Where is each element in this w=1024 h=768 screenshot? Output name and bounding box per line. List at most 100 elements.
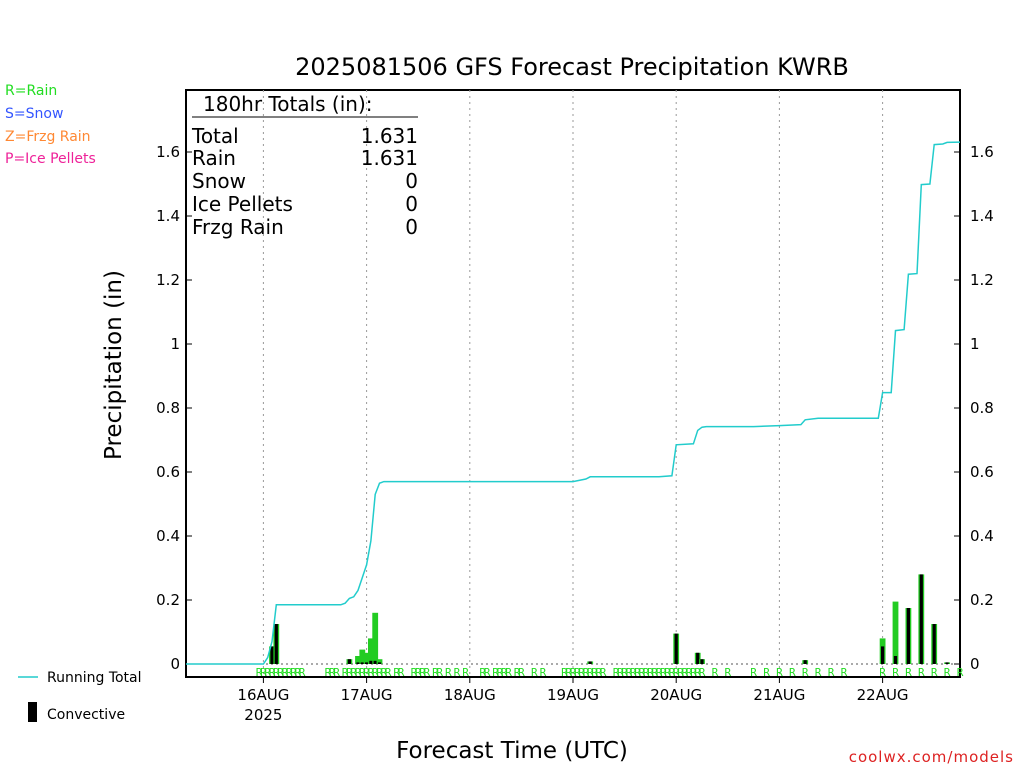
rain-marker: R: [277, 666, 284, 679]
rain-marker: R: [673, 666, 680, 679]
x-tick-label: 21AUG: [753, 686, 805, 704]
y-tick-label-right: 1.6: [970, 143, 994, 161]
precip-bars: [269, 574, 951, 664]
rain-marker: R: [638, 666, 645, 679]
rain-marker: R: [617, 666, 624, 679]
precip-bar: [363, 652, 370, 664]
rain-marker: R: [368, 666, 375, 679]
rain-marker: R: [501, 666, 508, 679]
totals-row-snow-value: 0: [405, 169, 418, 193]
y-tick-label-right: 1.2: [970, 271, 994, 289]
convective-bar: [945, 662, 949, 664]
rain-marker: R: [647, 666, 654, 679]
rain-marker: R: [411, 666, 418, 679]
rain-marker: R: [578, 666, 585, 679]
rain-marker: R: [944, 666, 951, 679]
convective-bar: [270, 646, 274, 664]
rain-marker: R: [574, 666, 581, 679]
series-legend: Running Total Convective: [18, 670, 142, 723]
rain-marker: R: [355, 666, 362, 679]
x-tick-label: 19AUG: [547, 686, 599, 704]
y-tick-label-right: 1.4: [970, 207, 994, 225]
rain-marker: R: [643, 666, 650, 679]
convective-bar: [674, 633, 678, 664]
rain-marker: R: [505, 666, 512, 679]
y-tick-label-right: 0.6: [970, 463, 994, 481]
precip-bar: [376, 659, 383, 664]
rain-marker: R: [690, 666, 697, 679]
rain-marker: R: [282, 666, 289, 679]
convective-bar: [696, 652, 700, 664]
rain-marker: R: [359, 666, 366, 679]
totals-row-frzg-rain-name: Frzg Rain: [192, 215, 284, 239]
convective-bar: [373, 660, 377, 664]
rain-marker: R: [333, 666, 340, 679]
convective-bar: [893, 656, 898, 664]
rain-marker: R: [385, 666, 392, 679]
convective-bar: [347, 659, 351, 664]
totals-row-ice-pellets-value: 0: [405, 192, 418, 216]
convective-bar: [700, 659, 704, 664]
rain-marker: R: [600, 666, 607, 679]
x-axis: 16AUG 2025 17AUG 18AUG 19AUG 20AUG 21AUG 22AUG: [237, 677, 909, 724]
rain-marker: R: [269, 666, 276, 679]
rain-marker: R: [630, 666, 637, 679]
y-tick-label-left: 0.2: [156, 591, 180, 609]
x-axis-label: Forecast Time (UTC): [396, 738, 628, 764]
convective-bar: [365, 662, 369, 664]
rain-marker: R: [931, 666, 938, 679]
rain-marker: R: [651, 666, 658, 679]
rain-marker: R: [694, 666, 701, 679]
y-tick-label-right: 0.2: [970, 591, 994, 609]
totals-row-snow-name: Snow: [192, 169, 246, 193]
rain-marker: R: [436, 666, 443, 679]
rain-marker: R: [570, 666, 577, 679]
rain-marker: R: [329, 666, 336, 679]
y-tick-label-left: 0.6: [156, 463, 180, 481]
rain-marker: R: [531, 666, 538, 679]
rain-marker: R: [699, 666, 706, 679]
rain-marker: R: [264, 666, 271, 679]
rain-marker: R: [587, 666, 594, 679]
y-tick-label-right: 0.8: [970, 399, 994, 417]
rain-marker: R: [712, 666, 719, 679]
rain-marker: R: [492, 666, 499, 679]
running-total-legend-label: Running Total: [47, 670, 142, 686]
running-total-line: [186, 141, 961, 665]
rain-marker: R: [613, 666, 620, 679]
rain-marker: R: [415, 666, 422, 679]
y-tick-label-left: 1.4: [156, 207, 180, 225]
rain-marker: R: [789, 666, 796, 679]
chart-title: 2025081506 GFS Forecast Precipitation KW…: [295, 53, 849, 81]
precip-bar: [359, 649, 366, 664]
y-tick-label-right: 1: [970, 335, 980, 353]
totals-row-total-value: 1.631: [361, 124, 418, 148]
rain-marker: R: [514, 666, 521, 679]
y-axis-right: 0 0.2 0.4 0.6 0.8 1 1.2 1.4 1.6: [954, 143, 994, 673]
convective-bar: [881, 646, 885, 664]
x-tick-sublabel: 2025: [244, 706, 282, 724]
rain-marker: R: [346, 666, 353, 679]
rain-marker: R: [750, 666, 757, 679]
rain-marker: R: [681, 666, 688, 679]
ptype-legend: R=Rain S=Snow Z=Frzg Rain P=Ice Pellets: [5, 83, 96, 167]
rain-marker: R: [595, 666, 602, 679]
y-axis-left: 0 0.2 0.4 0.6 0.8 1 1.2 1.4 1.6: [156, 143, 192, 673]
totals-row-total-name: Total: [191, 124, 239, 148]
x-tick-label: 17AUG: [341, 686, 393, 704]
convective-bar: [588, 661, 592, 664]
x-tick-label: 16AUG: [237, 686, 289, 704]
totals-row-rain-value: 1.631: [361, 146, 418, 170]
totals-row-frzg-rain-value: 0: [405, 215, 418, 239]
convective-bar: [919, 574, 923, 664]
rain-marker: R: [398, 666, 405, 679]
day-gridlines: [186, 90, 960, 677]
rain-marker: R: [325, 666, 332, 679]
rain-marker: R: [423, 666, 430, 679]
rain-marker: R: [656, 666, 663, 679]
rain-marker: R: [664, 666, 671, 679]
y-tick-label-left: 1.2: [156, 271, 180, 289]
y-tick-label-right: 0.4: [970, 527, 994, 545]
